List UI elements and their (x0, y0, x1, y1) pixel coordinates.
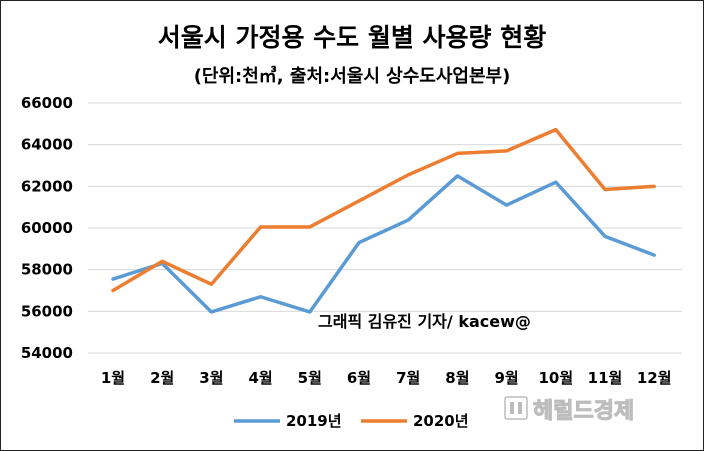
data-point (455, 151, 459, 155)
x-tick-label: 4월 (248, 369, 272, 387)
legend: 2019년 2020년 (234, 412, 469, 430)
data-point (357, 241, 361, 245)
data-point (259, 225, 263, 229)
data-point (455, 174, 459, 178)
data-point (357, 199, 361, 203)
y-axis-ticks: 54000 56000 58000 60000 62000 64000 66000 (21, 94, 73, 362)
data-point (209, 282, 213, 286)
y-tick-label: 54000 (21, 344, 73, 362)
chart-title: 서울시 가정용 수도 월별 사용량 현황 (157, 23, 547, 52)
data-point (652, 184, 656, 188)
chart-subtitle: (단위:천㎥, 출처:서울시 상수도사업본부) (193, 66, 511, 87)
series-line-1 (111, 127, 656, 293)
watermark: 헤럴드경제 (504, 396, 635, 425)
watermark-logo-bar2-icon (518, 402, 522, 414)
watermark-text: 헤럴드경제 (533, 399, 634, 424)
y-tick-label: 60000 (21, 219, 73, 237)
watermark-logo-bar-icon (510, 402, 514, 414)
x-tick-label: 5월 (298, 369, 322, 387)
data-point (259, 295, 263, 299)
data-point (308, 225, 312, 229)
watermark-logo-icon (504, 396, 528, 420)
y-tick-label: 58000 (21, 261, 73, 279)
legend-label-0: 2019년 (286, 412, 342, 430)
x-tick-label: 3월 (199, 369, 223, 387)
data-point (554, 128, 558, 132)
x-tick-label: 11월 (588, 369, 623, 387)
data-point (406, 173, 410, 177)
y-tick-label: 62000 (21, 177, 73, 195)
data-point (652, 253, 656, 257)
series-lines (111, 127, 656, 314)
data-point (160, 259, 164, 263)
data-point (505, 149, 509, 153)
legend-label-1: 2020년 (413, 412, 469, 430)
data-point (505, 203, 509, 207)
data-point (406, 218, 410, 222)
data-point (603, 187, 607, 191)
x-tick-label: 8월 (445, 369, 469, 387)
series-line-0 (111, 174, 656, 314)
data-point (111, 277, 115, 281)
data-point (554, 180, 558, 184)
x-tick-label: 6월 (347, 369, 371, 387)
x-axis-ticks: 1월 2월 3월 4월 5월 6월 7월 8월 9월 10월 11월 12월 (101, 369, 672, 387)
x-tick-label: 1월 (101, 369, 125, 387)
y-tick-label: 64000 (21, 136, 73, 154)
data-point (111, 289, 115, 292)
x-tick-label: 2월 (150, 369, 174, 387)
x-tick-label: 7월 (396, 369, 420, 387)
x-tick-label: 12월 (637, 369, 672, 387)
y-tick-label: 66000 (21, 94, 73, 112)
data-point (308, 310, 312, 314)
data-point (603, 234, 607, 238)
x-tick-label: 9월 (494, 369, 518, 387)
x-tick-label: 10월 (538, 369, 573, 387)
credit-annotation: 그래픽 김유진 기자/ kacew@ (318, 312, 531, 331)
y-tick-label: 56000 (21, 302, 73, 320)
data-point (209, 310, 213, 314)
